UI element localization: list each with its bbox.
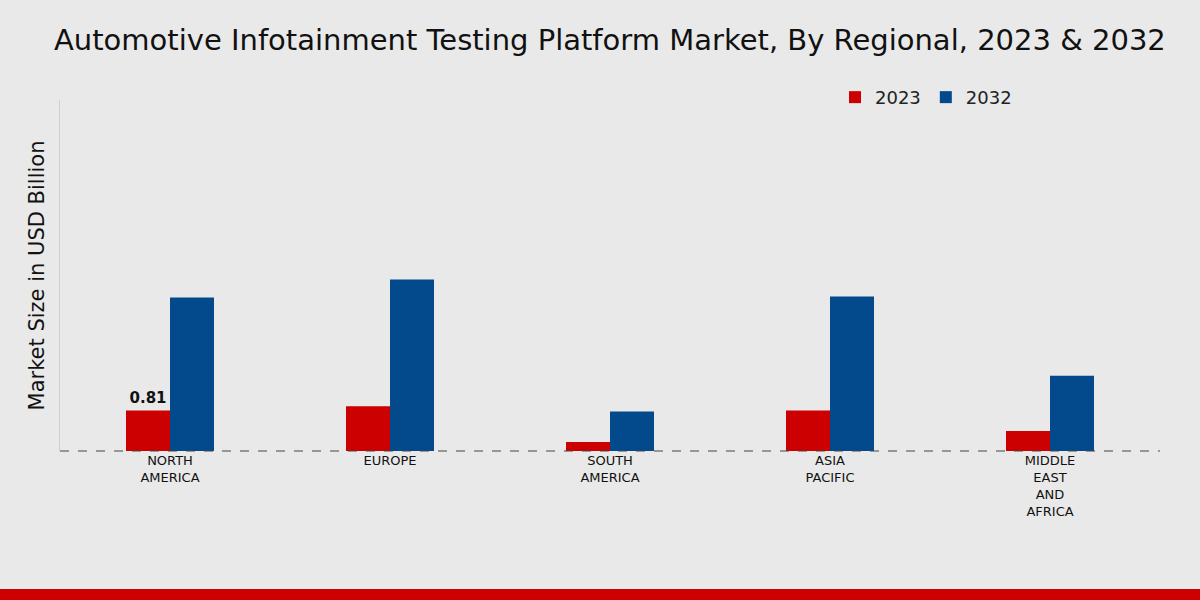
svg-text:Market Size in USD Billion: Market Size in USD Billion bbox=[25, 141, 49, 411]
svg-text:NORTHAMERICA: NORTHAMERICA bbox=[140, 453, 199, 485]
svg-text:2032: 2032 bbox=[966, 87, 1012, 108]
svg-text:SOUTHAMERICA: SOUTHAMERICA bbox=[580, 453, 639, 485]
svg-text:2023: 2023 bbox=[875, 87, 921, 108]
svg-text:Automotive Infotainment Testin: Automotive Infotainment Testing Platform… bbox=[54, 23, 1166, 57]
svg-text:ASIAPACIFIC: ASIAPACIFIC bbox=[806, 453, 855, 485]
svg-text:0.81: 0.81 bbox=[129, 389, 166, 407]
svg-text:MIDDLEEASTANDAFRICA: MIDDLEEASTANDAFRICA bbox=[1025, 453, 1076, 519]
svg-text:EUROPE: EUROPE bbox=[363, 453, 416, 468]
